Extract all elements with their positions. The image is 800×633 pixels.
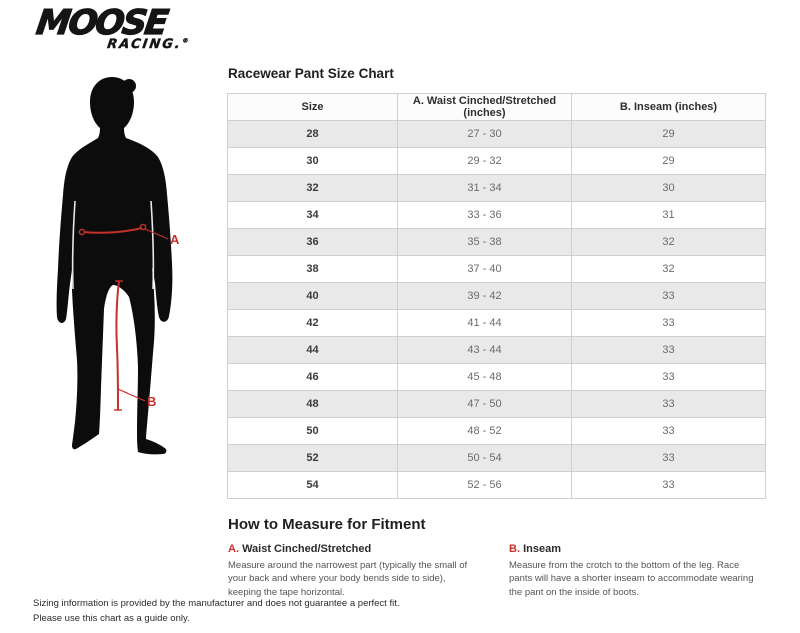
size-cell: 28 (227, 120, 398, 148)
inseam-cell: 29 (571, 147, 766, 175)
waist-cell: 37 - 40 (397, 255, 572, 283)
inseam-measure-line (114, 280, 146, 411)
inseam-cell: 33 (571, 336, 766, 364)
how-to-measure-title: How to Measure for Fitment (228, 516, 426, 533)
table-row: 54 52 - 56 33 (227, 471, 766, 499)
column-header-size: Size (227, 93, 398, 121)
hair-tuft-shape (122, 79, 136, 93)
size-cell: 44 (227, 336, 398, 364)
inseam-cell: 32 (571, 255, 766, 283)
size-cell: 40 (227, 282, 398, 310)
inseam-cell: 33 (571, 471, 766, 499)
inseam-cell: 33 (571, 390, 766, 418)
inseam-cell: 32 (571, 228, 766, 256)
waist-cell: 35 - 38 (397, 228, 572, 256)
table-row: 48 47 - 50 33 (227, 390, 766, 418)
size-cell: 34 (227, 201, 398, 229)
table-row: 52 50 - 54 33 (227, 444, 766, 472)
waist-measure-line (78, 223, 169, 240)
waist-cell: 31 - 34 (397, 174, 572, 202)
size-chart-title: Racewear Pant Size Chart (228, 66, 394, 81)
how-to-item-inseam: B. Inseam Measure from the crotch to the… (509, 543, 765, 599)
column-header-waist: A. Waist Cinched/Stretched (inches) (397, 93, 572, 121)
inseam-cell: 33 (571, 309, 766, 337)
marker-a-label: A (170, 232, 180, 247)
table-row: 28 27 - 30 29 (227, 120, 766, 148)
size-cell: 36 (227, 228, 398, 256)
table-row: 40 39 - 42 33 (227, 282, 766, 310)
inseam-cell: 33 (571, 417, 766, 445)
how-to-item-waist-name: Waist Cinched/Stretched (242, 543, 372, 555)
how-to-measure-columns: A. Waist Cinched/Stretched Measure aroun… (228, 543, 765, 599)
waist-cell: 27 - 30 (397, 120, 572, 148)
size-cell: 52 (227, 444, 398, 472)
marker-b-label: B (147, 394, 156, 409)
waist-cell: 47 - 50 (397, 390, 572, 418)
how-to-item-inseam-heading: B. Inseam (509, 543, 765, 556)
table-row: 50 48 - 52 33 (227, 417, 766, 445)
table-row: 34 33 - 36 31 (227, 201, 766, 229)
size-chart-section: Racewear Pant Size Chart Size A. Waist C… (227, 66, 766, 599)
size-cell: 30 (227, 147, 398, 175)
how-to-item-waist-heading: A. Waist Cinched/Stretched (228, 543, 473, 556)
inseam-cell: 33 (571, 363, 766, 391)
waist-cell: 43 - 44 (397, 336, 572, 364)
how-to-item-waist: A. Waist Cinched/Stretched Measure aroun… (228, 543, 473, 599)
size-cell: 38 (227, 255, 398, 283)
inseam-cell: 29 (571, 120, 766, 148)
size-cell: 42 (227, 309, 398, 337)
logo-racing-text: RACING. (106, 37, 183, 52)
inseam-cell: 31 (571, 201, 766, 229)
how-to-item-inseam-name: Inseam (523, 543, 561, 555)
left-arm-gap-line (71, 200, 76, 290)
right-arm-gap-line (150, 200, 155, 290)
body-silhouette-figure: A B (56, 77, 180, 455)
inseam-cell: 33 (571, 444, 766, 472)
registered-mark: ® (181, 37, 189, 45)
disclaimer-line-2: Please use this chart as a guide only. (33, 612, 190, 624)
table-row: 46 45 - 48 33 (227, 363, 766, 391)
table-row: 38 37 - 40 32 (227, 255, 766, 283)
disclaimer: Sizing information is provided by the ma… (33, 597, 400, 626)
marker-b-ref: B. (509, 543, 520, 555)
disclaimer-line-1: Sizing information is provided by the ma… (33, 598, 400, 609)
table-row: 42 41 - 44 33 (227, 309, 766, 337)
waist-cell: 52 - 56 (397, 471, 572, 499)
logo-brand-text: MOOSE (33, 2, 170, 43)
waist-cell: 50 - 54 (397, 444, 572, 472)
size-cell: 48 (227, 390, 398, 418)
moose-racing-logo: MOOSE RACING.® (33, 2, 199, 52)
size-cell: 46 (227, 363, 398, 391)
table-row: 30 29 - 32 29 (227, 147, 766, 175)
waist-cell: 29 - 32 (397, 147, 572, 175)
measurement-diagram: A B (48, 73, 220, 468)
size-cell: 32 (227, 174, 398, 202)
table-row: 44 43 - 44 33 (227, 336, 766, 364)
inseam-cell: 33 (571, 282, 766, 310)
table-row: 36 35 - 38 32 (227, 228, 766, 256)
marker-a-ref: A. (228, 543, 239, 555)
size-cell: 54 (227, 471, 398, 499)
how-to-item-inseam-description: Measure from the crotch to the bottom of… (509, 560, 754, 598)
size-chart-table: Size A. Waist Cinched/Stretched (inches)… (227, 93, 766, 499)
waist-cell: 45 - 48 (397, 363, 572, 391)
size-cell: 50 (227, 417, 398, 445)
waist-cell: 39 - 42 (397, 282, 572, 310)
inseam-cell: 30 (571, 174, 766, 202)
body-silhouette-shape (56, 77, 173, 455)
waist-cell: 41 - 44 (397, 309, 572, 337)
column-header-inseam: B. Inseam (inches) (571, 93, 766, 121)
table-header-row: Size A. Waist Cinched/Stretched (inches)… (227, 93, 766, 121)
waist-cell: 33 - 36 (397, 201, 572, 229)
how-to-item-waist-description: Measure around the narrowest part (typic… (228, 560, 468, 598)
waist-cell: 48 - 52 (397, 417, 572, 445)
table-row: 32 31 - 34 30 (227, 174, 766, 202)
